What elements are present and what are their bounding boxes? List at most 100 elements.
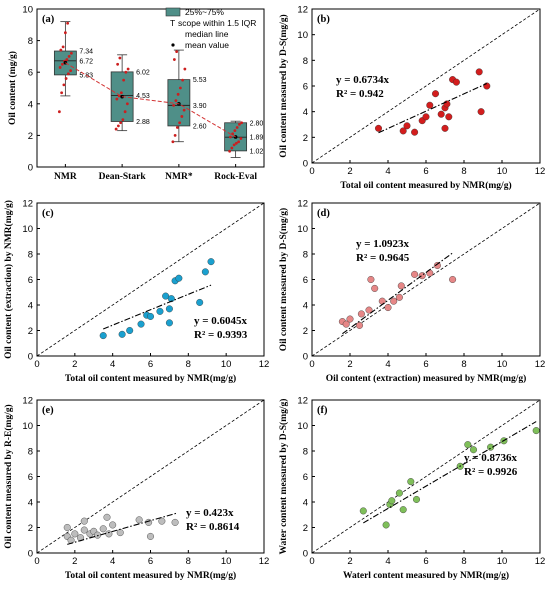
data-point bbox=[232, 143, 236, 147]
one-to-one-line bbox=[311, 202, 541, 357]
x-tick-label: 12 bbox=[535, 359, 546, 370]
x-tick-label: 6 bbox=[423, 556, 428, 567]
x-tick-label: 10 bbox=[221, 359, 232, 370]
data-point bbox=[178, 86, 182, 90]
data-point bbox=[62, 83, 66, 87]
data-point bbox=[346, 315, 354, 323]
data-point bbox=[80, 517, 88, 525]
data-point bbox=[116, 529, 124, 537]
x-tick-label: 2 bbox=[72, 556, 77, 567]
data-point bbox=[171, 140, 175, 144]
y-tick-label: 6 bbox=[28, 472, 33, 483]
x-tick-label: 8 bbox=[461, 556, 466, 567]
fit-line bbox=[103, 284, 212, 330]
y-tick-label: 6 bbox=[303, 275, 308, 286]
y-tick-label: 4 bbox=[303, 301, 308, 312]
y-tick-label: 10 bbox=[22, 224, 33, 235]
x-tick-label: 8 bbox=[186, 556, 191, 567]
box-value-label: 5.83 bbox=[79, 72, 93, 79]
y-tick-label: 0 bbox=[28, 549, 33, 560]
data-point bbox=[433, 261, 441, 269]
x-tick-label: 0 bbox=[309, 166, 314, 177]
y-tick-label: 0 bbox=[28, 352, 33, 363]
data-point bbox=[175, 274, 183, 282]
data-point bbox=[165, 319, 173, 327]
data-point bbox=[359, 507, 367, 515]
fit-r-squared: R² = 0.942 bbox=[336, 88, 384, 100]
y-tick-label: 8 bbox=[303, 250, 308, 261]
data-point bbox=[175, 126, 179, 129]
fit-r-squared: R² = 0.8614 bbox=[186, 521, 240, 533]
chart-panel-c: 0 2 4 6 8 10 12 0 2 4 6 8 10 12 y = 0.6045x R² = 0.9393… bbox=[3, 199, 269, 385]
data-point bbox=[399, 506, 407, 514]
data-point bbox=[422, 113, 430, 121]
data-point bbox=[66, 21, 70, 25]
x-tick-label: 4 bbox=[385, 556, 390, 567]
data-point bbox=[181, 78, 185, 82]
panel-label: (f) bbox=[317, 405, 328, 416]
data-point bbox=[477, 108, 485, 116]
data-point bbox=[103, 513, 111, 521]
chart-panel-f: 0 2 4 6 8 10 12 0 2 4 6 8 10 12 y = 0.8736x R² = 0.9926… bbox=[278, 396, 545, 582]
box-value-label: 6.02 bbox=[136, 69, 150, 76]
data-point bbox=[384, 304, 392, 312]
one-to-one-line bbox=[36, 399, 265, 554]
data-point bbox=[228, 135, 232, 139]
data-point bbox=[407, 478, 415, 486]
data-point bbox=[182, 108, 186, 112]
x-tick-label: 6 bbox=[148, 556, 153, 567]
x-tick-label: 4 bbox=[385, 166, 390, 177]
data-point bbox=[172, 103, 176, 107]
legend-mean-label: mean value bbox=[185, 40, 229, 50]
y-tick-label: 4 bbox=[303, 498, 308, 509]
box-value-label: 3.90 bbox=[193, 103, 207, 110]
x-tick-label: 6 bbox=[423, 359, 428, 370]
plot-frame-a bbox=[36, 8, 265, 168]
y-tick-label: 2 bbox=[28, 523, 33, 534]
x-tick-label: 8 bbox=[461, 166, 466, 177]
data-point bbox=[365, 306, 373, 314]
x-tick-label: 4 bbox=[110, 359, 115, 370]
chart-panel-a: 0 2 4 6 8 10 NMR Dean-Stark NMR* Rock-Eval 7.34 6.7… bbox=[7, 5, 265, 182]
data-point bbox=[464, 441, 472, 449]
x-axis-title: Total oil content measured by NMR(mg/g) bbox=[65, 570, 236, 581]
data-point bbox=[174, 99, 178, 103]
legend-box-swatch bbox=[165, 7, 181, 17]
data-point bbox=[390, 297, 398, 305]
y-tick-label: 12 bbox=[297, 5, 308, 16]
y-tick-label: 6 bbox=[303, 472, 308, 483]
data-point bbox=[58, 66, 62, 69]
data-point bbox=[172, 58, 176, 61]
data-point bbox=[67, 55, 71, 58]
data-point bbox=[399, 127, 407, 135]
data-point bbox=[71, 530, 79, 538]
data-point bbox=[69, 69, 73, 73]
y-tick-label: 6 bbox=[28, 68, 33, 79]
x-tick-label: 10 bbox=[497, 556, 508, 567]
panel-label: (c) bbox=[42, 208, 54, 219]
data-point bbox=[449, 276, 457, 284]
fit-line bbox=[67, 512, 178, 545]
y-axis-title: Oil content (extraction) by NMR(mg/g) bbox=[3, 200, 14, 359]
data-point bbox=[66, 72, 70, 76]
data-point bbox=[375, 124, 383, 132]
data-point bbox=[470, 446, 478, 454]
data-point bbox=[156, 307, 164, 315]
data-point bbox=[395, 293, 403, 301]
y-tick-label: 10 bbox=[297, 224, 308, 235]
legend-median-label: median line bbox=[185, 29, 229, 39]
y-tick-label: 8 bbox=[28, 36, 33, 47]
fit-line bbox=[363, 421, 537, 524]
data-point bbox=[237, 140, 241, 144]
y-tick-label: 6 bbox=[303, 82, 308, 93]
chart-panel-b: 0 2 4 6 8 10 12 0 2 4 6 8 10 12 y = 0.6734x R² = 0.942 (… bbox=[278, 5, 545, 192]
y-tick-label: 2 bbox=[303, 523, 308, 534]
x-axis-title: Oil content (extraction) measured by NMR… bbox=[326, 373, 527, 384]
data-point bbox=[378, 297, 386, 305]
y-tick-label: 2 bbox=[303, 326, 308, 337]
legend-whisker-symbol: T bbox=[170, 18, 175, 28]
category-label: Rock-Eval bbox=[214, 172, 257, 182]
y-tick-label: 10 bbox=[297, 421, 308, 432]
data-point bbox=[445, 113, 453, 121]
